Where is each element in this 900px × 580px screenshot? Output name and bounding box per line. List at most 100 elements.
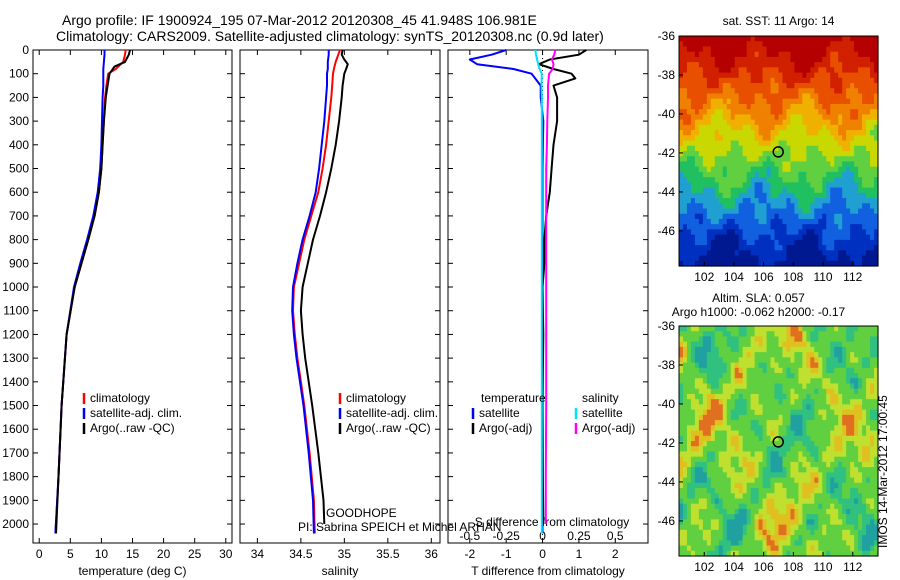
map-cell — [858, 383, 863, 390]
map-cell — [714, 145, 720, 152]
map-cell — [822, 255, 827, 262]
map-cell — [762, 378, 768, 385]
map-cell — [710, 519, 716, 526]
map-cell — [730, 388, 736, 395]
map-cell — [834, 239, 839, 246]
map-cell — [818, 446, 823, 453]
map-cell — [686, 245, 692, 251]
map-cell — [854, 399, 859, 406]
map-x-tick-label: 108 — [783, 270, 803, 284]
map-cell — [838, 540, 843, 547]
map-cell — [706, 145, 712, 152]
map-cell — [746, 62, 752, 68]
map-cell — [842, 255, 847, 262]
map-cell — [810, 187, 815, 194]
map-cell — [754, 524, 760, 531]
map-cell — [690, 77, 696, 84]
map-cell — [690, 114, 696, 121]
map-cell — [714, 467, 720, 473]
map-cell — [746, 482, 752, 489]
map-cell — [794, 67, 799, 74]
map-cell — [786, 498, 792, 505]
map-cell — [822, 145, 827, 152]
map-cell — [698, 498, 704, 505]
map-cell — [838, 124, 843, 131]
map-cell — [786, 130, 792, 136]
map-cell — [838, 234, 843, 241]
map-cell — [858, 545, 863, 552]
map-cell — [806, 409, 811, 416]
map-cell — [814, 224, 819, 231]
map-cell — [706, 352, 712, 358]
map-cell — [738, 367, 744, 374]
map-cell — [846, 414, 851, 421]
map-cell — [718, 187, 724, 194]
map-cell — [730, 488, 736, 494]
map-cell — [850, 177, 855, 183]
map-cell — [818, 514, 823, 521]
map-cell — [786, 41, 792, 48]
map-cell — [714, 409, 720, 416]
map-cell — [874, 203, 879, 210]
map-cell — [706, 529, 712, 536]
map-cell — [718, 156, 724, 163]
map-cell — [750, 218, 756, 225]
map-cell — [742, 540, 748, 547]
map-cell — [766, 425, 772, 432]
map-cell — [838, 161, 843, 168]
map-cell — [874, 529, 879, 536]
map-cell — [858, 488, 863, 494]
map-cell — [802, 341, 807, 348]
map-cell — [770, 93, 776, 100]
map-cell — [850, 456, 855, 463]
map-cell — [750, 56, 756, 63]
map-cell — [822, 192, 827, 199]
map-cell — [698, 77, 704, 84]
map-cell — [690, 250, 696, 257]
map-cell — [758, 245, 764, 251]
map-cell — [742, 124, 748, 131]
map-cell — [682, 451, 688, 458]
map-cell — [750, 441, 756, 447]
map-cell — [818, 224, 823, 231]
map-cell — [734, 425, 740, 432]
map-cell — [698, 46, 704, 53]
map-cell — [742, 229, 748, 236]
map-cell — [870, 435, 875, 442]
map-cell — [822, 488, 827, 494]
map-cell — [838, 88, 843, 95]
map-cell — [690, 140, 696, 147]
map-cell — [679, 545, 684, 552]
map-cell — [682, 98, 688, 105]
map-cell — [774, 119, 780, 126]
map-cell — [722, 245, 728, 251]
map-cell — [766, 260, 772, 267]
map-cell — [830, 540, 835, 547]
map-cell — [690, 540, 696, 547]
map-cell — [846, 177, 851, 183]
map-cell — [850, 535, 855, 541]
map-cell — [802, 224, 807, 231]
map-cell — [810, 404, 815, 411]
map-cell — [778, 420, 784, 426]
map-cell — [746, 103, 752, 110]
map-cell — [830, 250, 835, 257]
map-cell — [694, 46, 700, 53]
map-cell — [710, 72, 716, 79]
map-cell — [810, 420, 815, 426]
map-cell — [770, 550, 776, 557]
map-cell — [822, 130, 827, 136]
map-cell — [806, 472, 811, 479]
map-cell — [702, 77, 708, 84]
map-cell — [686, 519, 692, 526]
map-cell — [810, 393, 815, 400]
map-cell — [790, 130, 796, 136]
map-cell — [798, 46, 803, 53]
map-cell — [679, 135, 684, 142]
map-cell — [778, 508, 784, 515]
map-cell — [874, 472, 879, 479]
map-cell — [814, 467, 819, 473]
y-tick-label: 600 — [9, 185, 29, 199]
map-cell — [794, 56, 799, 63]
